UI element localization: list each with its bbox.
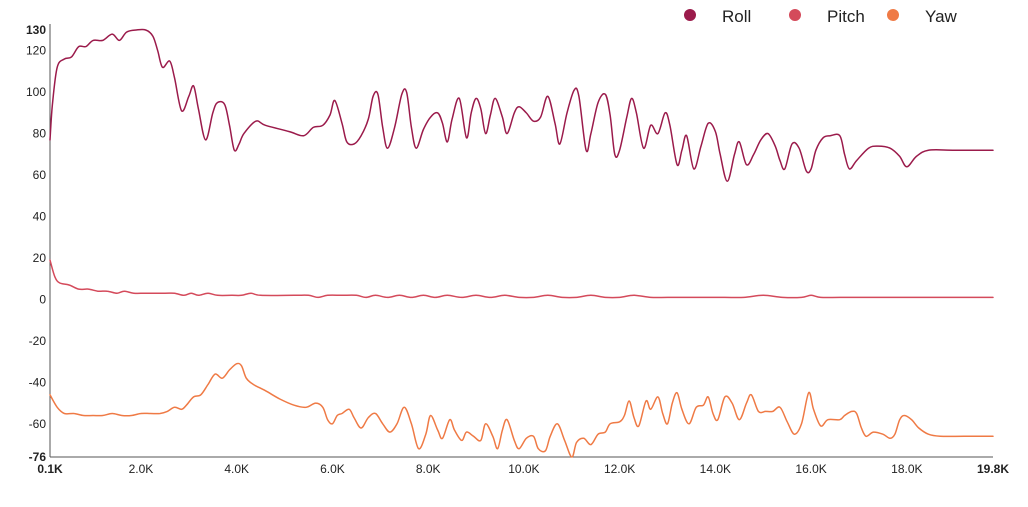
legend-item-pitch[interactable]: Pitch xyxy=(789,7,865,26)
y-tick-label: 40 xyxy=(33,210,47,224)
x-tick-label: 4.0K xyxy=(224,462,249,476)
series-line-roll xyxy=(49,28,994,183)
legend-label: Pitch xyxy=(827,7,865,26)
series-line-yaw xyxy=(49,362,994,458)
y-tick-label: 60 xyxy=(33,168,47,182)
y-tick-label: 0 xyxy=(39,292,46,306)
legend[interactable]: Roll Pitch Yaw xyxy=(684,7,958,26)
x-tick-label: 2.0K xyxy=(129,462,154,476)
legend-marker xyxy=(887,9,899,21)
legend-item-yaw[interactable]: Yaw xyxy=(887,7,958,26)
legend-item-roll[interactable]: Roll xyxy=(684,7,751,26)
x-tick-label: 19.8K xyxy=(977,462,1009,476)
chart-axes xyxy=(49,24,993,458)
y-tick-label: 120 xyxy=(26,44,46,58)
x-tick-label: 18.0K xyxy=(891,462,922,476)
legend-label: Yaw xyxy=(925,7,958,26)
y-tick-label: 130 xyxy=(26,23,46,37)
y-tick-label: -40 xyxy=(29,375,47,389)
x-tick-label: 12.0K xyxy=(604,462,635,476)
x-tick-label: 16.0K xyxy=(795,462,826,476)
x-tick-label: 14.0K xyxy=(700,462,731,476)
legend-marker xyxy=(684,9,696,21)
x-tick-label: 0.1K xyxy=(37,462,63,476)
series-lines xyxy=(49,28,994,458)
x-tick-label: 10.0K xyxy=(508,462,539,476)
y-tick-label: 20 xyxy=(33,251,47,265)
y-tick-label: 100 xyxy=(26,85,46,99)
series-line-pitch xyxy=(49,259,994,299)
legend-marker xyxy=(789,9,801,21)
x-axis-ticks: 0.1K 2.0K 4.0K 6.0K 8.0K 10.0K 12.0K 14.0K 16.0K… xyxy=(37,462,1009,476)
x-tick-label: 8.0K xyxy=(416,462,441,476)
y-tick-label: 80 xyxy=(33,127,47,141)
y-tick-label: -20 xyxy=(29,334,47,348)
y-axis-ticks: 130 120 100 80 60 40 20 0 -20 -40 -60 -76 xyxy=(26,23,46,464)
x-tick-label: 6.0K xyxy=(320,462,345,476)
y-tick-label: -76 xyxy=(29,450,47,464)
legend-label: Roll xyxy=(722,7,751,26)
y-tick-label: -60 xyxy=(29,417,47,431)
